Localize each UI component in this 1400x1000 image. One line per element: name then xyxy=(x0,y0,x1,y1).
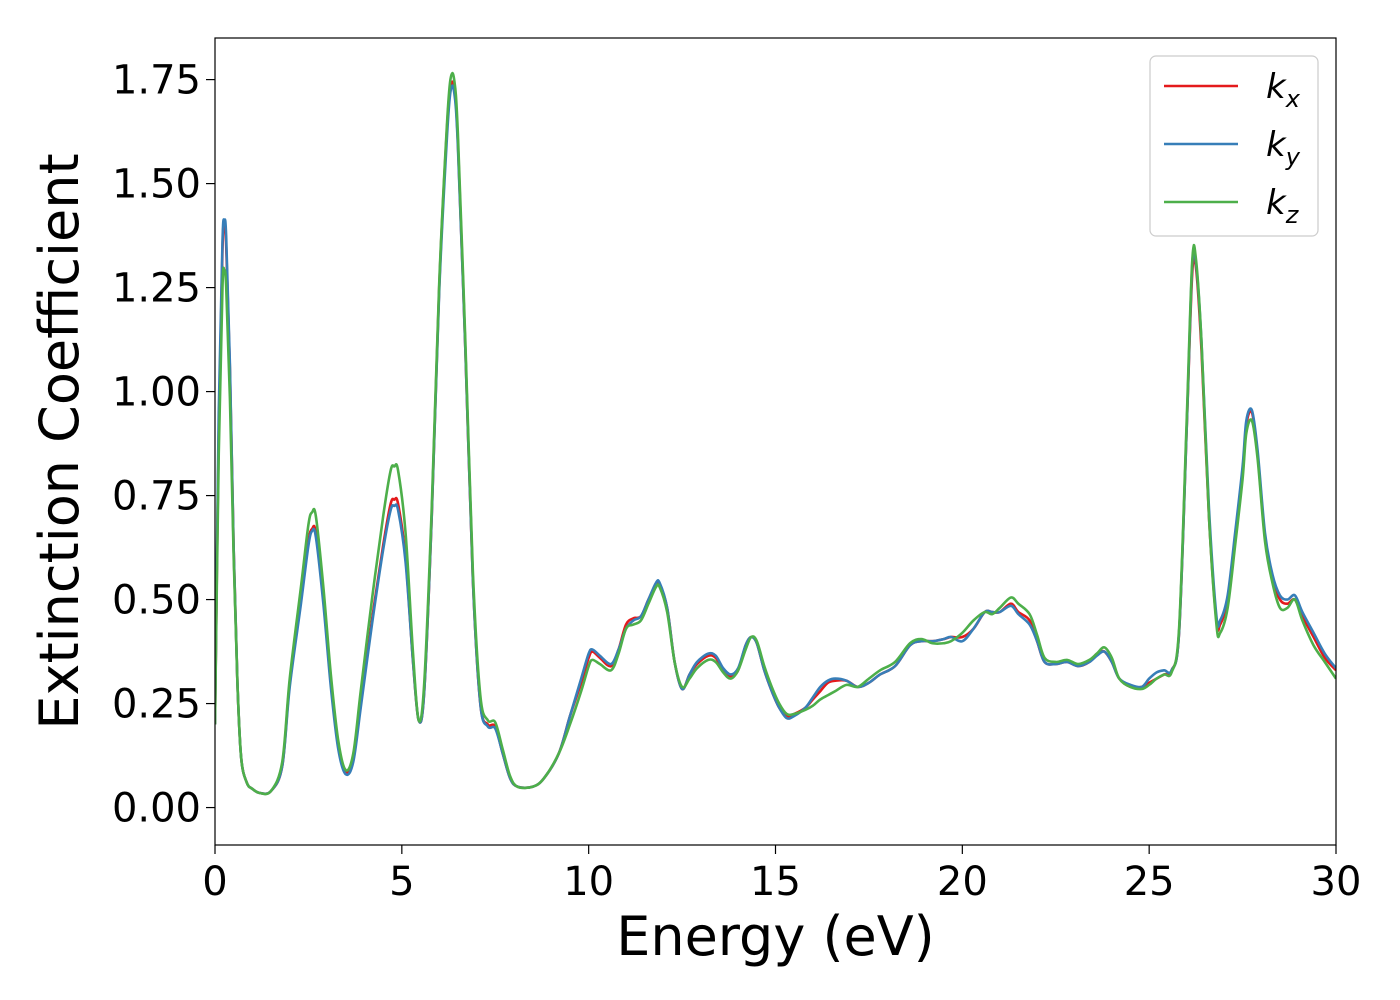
legend-label-y: ky xyxy=(1266,125,1301,171)
x-tick-label: 10 xyxy=(563,859,614,905)
legend-label-x: kx xyxy=(1266,67,1301,113)
x-axis-label: Energy (eV) xyxy=(616,905,935,968)
y-tick-label: 1.50 xyxy=(112,162,201,208)
legend-label-base: k xyxy=(1266,67,1287,107)
y-tick-label: 0.25 xyxy=(112,682,201,728)
y-tick-label: 1.00 xyxy=(112,370,201,416)
legend-label-base: k xyxy=(1266,125,1287,165)
y-tick-label: 0.50 xyxy=(112,578,201,624)
y-tick-label: 1.75 xyxy=(112,58,201,104)
x-tick-label: 5 xyxy=(389,859,414,905)
legend-label-subscript: x xyxy=(1285,85,1301,113)
y-tick-label: 0.00 xyxy=(112,786,201,832)
legend-label-z: kz xyxy=(1266,183,1300,229)
x-tick-label: 30 xyxy=(1311,859,1362,905)
y-tick-label: 0.75 xyxy=(112,474,201,520)
legend-label-base: k xyxy=(1266,183,1287,223)
y-axis-label: Extinction Coefficient xyxy=(28,153,91,729)
x-tick-label: 0 xyxy=(202,859,227,905)
axis-ticks: 0 5 10 15 20 25 30 0.00 0.25 0.50 0.75 1.00 1.25 1.50… xyxy=(112,58,1362,905)
series-lines xyxy=(215,71,1336,796)
y-tick-label: 1.25 xyxy=(112,266,201,312)
legend-box xyxy=(1149,55,1319,237)
x-tick-label: 20 xyxy=(937,859,988,905)
series-line-z xyxy=(215,71,1336,796)
x-tick-label: 25 xyxy=(1124,859,1175,905)
legend-label-subscript: z xyxy=(1285,201,1300,229)
x-tick-label: 15 xyxy=(750,859,801,905)
legend-label-subscript: y xyxy=(1285,143,1301,171)
